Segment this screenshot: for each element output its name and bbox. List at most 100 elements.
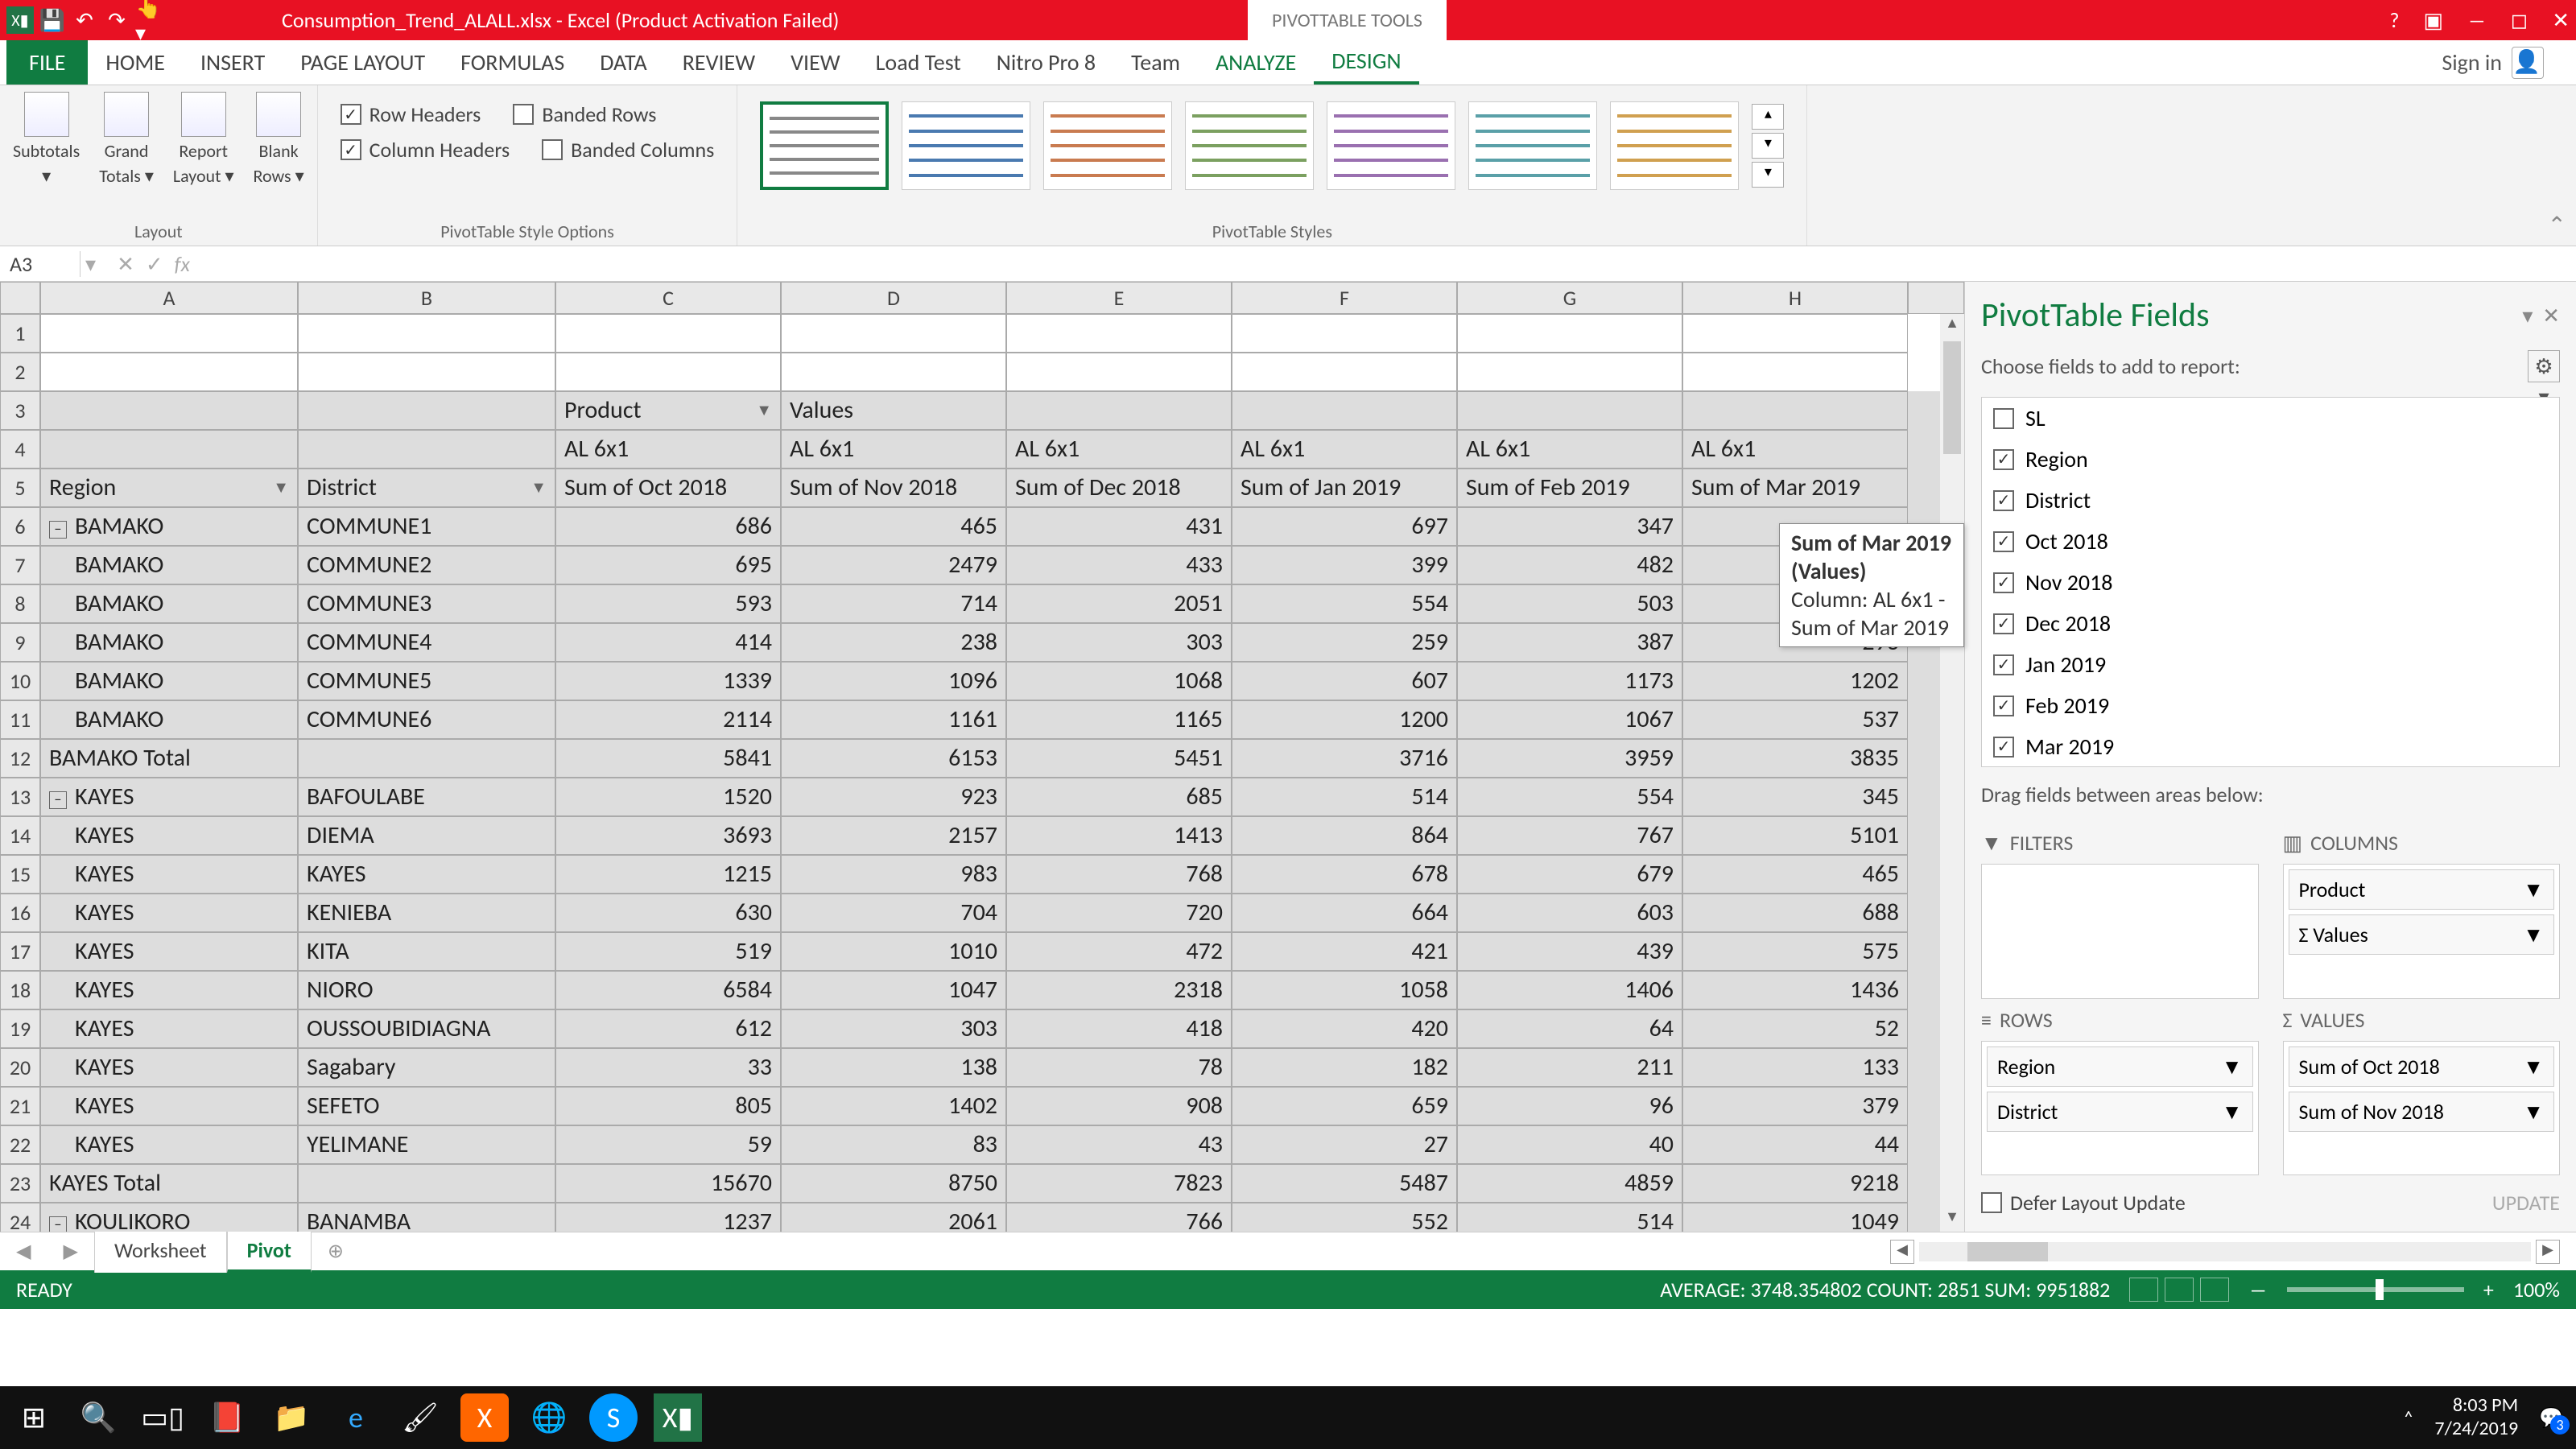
- cell[interactable]: [298, 1164, 555, 1203]
- cell[interactable]: 133: [1682, 1048, 1908, 1087]
- cell[interactable]: 43: [1006, 1125, 1232, 1164]
- row-header[interactable]: 15: [0, 855, 40, 894]
- row-header[interactable]: 8: [0, 584, 40, 623]
- area-columns[interactable]: Product▼Σ Values▼: [2283, 864, 2561, 999]
- pane-close-icon[interactable]: ✕: [2542, 303, 2560, 328]
- cell[interactable]: 767: [1457, 816, 1682, 855]
- cell[interactable]: 1200: [1232, 700, 1457, 739]
- horizontal-scrollbar[interactable]: ◀ ▶: [360, 1240, 2576, 1264]
- chrome-icon[interactable]: 🌐: [525, 1393, 573, 1442]
- cell[interactable]: Product▼: [555, 391, 781, 430]
- cell[interactable]: 1047: [781, 971, 1006, 1009]
- gear-icon[interactable]: ⚙ ▾: [2528, 350, 2560, 382]
- area-rows[interactable]: Region▼District▼: [1981, 1041, 2259, 1176]
- column-header[interactable]: F: [1232, 282, 1457, 314]
- cell[interactable]: 630: [555, 894, 781, 932]
- cell[interactable]: KAYES: [40, 816, 298, 855]
- cell[interactable]: 15670: [555, 1164, 781, 1203]
- cell[interactable]: KAYES: [40, 855, 298, 894]
- cell[interactable]: BAMAKO: [40, 584, 298, 623]
- defer-update-checkbox[interactable]: Defer Layout Update: [1981, 1190, 2186, 1216]
- row-header[interactable]: 20: [0, 1048, 40, 1087]
- select-all-corner[interactable]: [0, 282, 40, 314]
- cell[interactable]: Sum of Dec 2018: [1006, 469, 1232, 507]
- cell[interactable]: [298, 430, 555, 469]
- cell[interactable]: 465: [781, 507, 1006, 546]
- cell[interactable]: 387: [1457, 623, 1682, 662]
- fx-icon[interactable]: fx: [175, 251, 190, 277]
- row-header[interactable]: 5: [0, 469, 40, 507]
- cell[interactable]: KAYES: [40, 971, 298, 1009]
- cell[interactable]: 697: [1232, 507, 1457, 546]
- scroll-thumb[interactable]: [1943, 341, 1961, 454]
- cell[interactable]: [1457, 353, 1682, 391]
- row-header[interactable]: 14: [0, 816, 40, 855]
- cell[interactable]: 685: [1006, 778, 1232, 816]
- row-header[interactable]: 19: [0, 1009, 40, 1048]
- file-explorer-icon[interactable]: 📁: [267, 1393, 316, 1442]
- cell[interactable]: 714: [781, 584, 1006, 623]
- app-icon-2[interactable]: 🖌: [396, 1393, 444, 1442]
- cell[interactable]: 238: [781, 623, 1006, 662]
- cell[interactable]: 5487: [1232, 1164, 1457, 1203]
- cell[interactable]: 695: [555, 546, 781, 584]
- tray-chevron-icon[interactable]: ˄: [2404, 1406, 2414, 1430]
- cell[interactable]: Sum of Oct 2018: [555, 469, 781, 507]
- cell[interactable]: [298, 739, 555, 778]
- area-item[interactable]: Σ Values▼: [2289, 914, 2555, 955]
- cell[interactable]: −KOULIKORO: [40, 1203, 298, 1232]
- pivot-style-swatch[interactable]: [760, 101, 889, 190]
- tab-insert[interactable]: INSERT: [183, 40, 283, 85]
- cell[interactable]: COMMUNE6: [298, 700, 555, 739]
- cell[interactable]: KAYES: [40, 1048, 298, 1087]
- cell[interactable]: 603: [1457, 894, 1682, 932]
- zoom-slider[interactable]: [2287, 1287, 2464, 1292]
- area-item[interactable]: Sum of Nov 2018▼: [2289, 1092, 2555, 1132]
- pivot-style-swatch[interactable]: [1185, 101, 1314, 190]
- field-item[interactable]: ✓Region: [1982, 439, 2559, 480]
- cell[interactable]: NIORO: [298, 971, 555, 1009]
- cell[interactable]: 59: [555, 1125, 781, 1164]
- undo-icon[interactable]: ↶: [71, 6, 98, 34]
- cell[interactable]: 414: [555, 623, 781, 662]
- cell[interactable]: 679: [1457, 855, 1682, 894]
- area-item[interactable]: Region▼: [1987, 1046, 2253, 1087]
- row-header[interactable]: 9: [0, 623, 40, 662]
- cell[interactable]: AL 6x1: [1232, 430, 1457, 469]
- tab-team[interactable]: Team: [1113, 40, 1198, 85]
- cell[interactable]: 182: [1232, 1048, 1457, 1087]
- area-filters[interactable]: [1981, 864, 2259, 999]
- cell[interactable]: 1067: [1457, 700, 1682, 739]
- row-header[interactable]: 17: [0, 932, 40, 971]
- field-item[interactable]: ✓Nov 2018: [1982, 562, 2559, 603]
- cell[interactable]: 5841: [555, 739, 781, 778]
- cell[interactable]: 575: [1682, 932, 1908, 971]
- cancel-formula-icon[interactable]: ✕: [117, 251, 134, 277]
- row-header[interactable]: 12: [0, 739, 40, 778]
- area-item[interactable]: Sum of Oct 2018▼: [2289, 1046, 2555, 1087]
- row-header[interactable]: 13: [0, 778, 40, 816]
- cell[interactable]: [1457, 314, 1682, 353]
- close-icon[interactable]: ✕: [2552, 7, 2570, 33]
- worksheet-grid[interactable]: ABCDEFGH 123Product▼Values4AL 6x1AL 6x1A…: [0, 282, 1964, 1232]
- fields-list[interactable]: SL✓Region✓District✓Oct 2018✓Nov 2018✓Dec…: [1981, 397, 2560, 767]
- cell[interactable]: AL 6x1: [1457, 430, 1682, 469]
- cell[interactable]: 482: [1457, 546, 1682, 584]
- column-headers-checkbox[interactable]: ✓Column Headers: [341, 137, 510, 163]
- cell[interactable]: KAYES: [40, 1009, 298, 1048]
- field-item[interactable]: SL: [1982, 398, 2559, 439]
- cell[interactable]: COMMUNE2: [298, 546, 555, 584]
- cell[interactable]: 554: [1457, 778, 1682, 816]
- cell[interactable]: KAYES: [40, 1087, 298, 1125]
- cell[interactable]: 83: [781, 1125, 1006, 1164]
- expand-icon[interactable]: −: [49, 1216, 67, 1232]
- vertical-scrollbar[interactable]: ▲ ▼: [1940, 314, 1964, 1232]
- field-item[interactable]: ✓Mar 2019: [1982, 726, 2559, 767]
- cell[interactable]: COMMUNE1: [298, 507, 555, 546]
- cell[interactable]: KAYES: [40, 1125, 298, 1164]
- name-box[interactable]: A3: [0, 251, 80, 277]
- cell[interactable]: 554: [1232, 584, 1457, 623]
- cell[interactable]: 379: [1682, 1087, 1908, 1125]
- cell[interactable]: 805: [555, 1087, 781, 1125]
- column-header[interactable]: A: [40, 282, 298, 314]
